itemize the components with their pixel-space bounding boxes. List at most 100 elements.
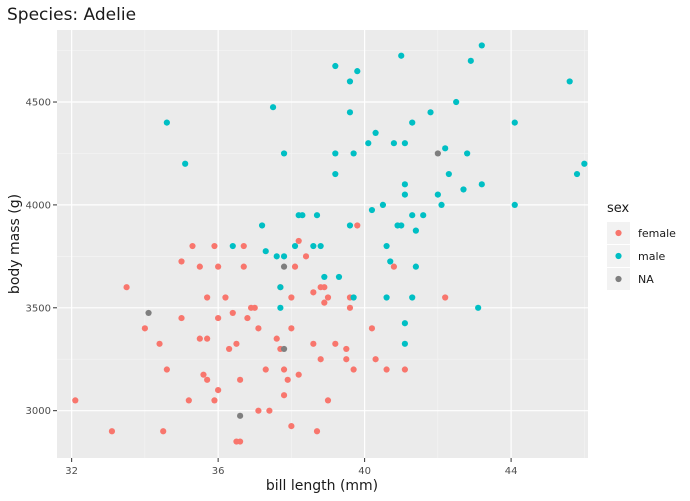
- data-point: [313, 212, 321, 219]
- data-point: [185, 397, 192, 404]
- data-points: [72, 42, 588, 445]
- y-axis-title: body mass (g): [7, 194, 23, 294]
- legend: sex female male NA: [607, 201, 676, 290]
- minor-gridlines: [57, 30, 588, 458]
- data-point: [383, 242, 390, 250]
- data-point: [310, 289, 317, 296]
- data-point: [262, 366, 269, 373]
- data-point: [401, 340, 408, 347]
- series-male: [163, 42, 588, 347]
- data-point: [156, 340, 163, 347]
- data-point: [442, 294, 449, 301]
- series-na: [145, 150, 441, 419]
- data-point: [478, 42, 485, 49]
- major-gridlines: [57, 30, 588, 458]
- data-point: [189, 242, 196, 250]
- data-point: [573, 170, 581, 178]
- data-point: [291, 263, 299, 270]
- data-point: [251, 304, 258, 311]
- data-point: [398, 222, 405, 229]
- data-point: [204, 376, 211, 383]
- data-point: [354, 222, 361, 229]
- data-point: [255, 325, 262, 332]
- data-point: [273, 335, 280, 342]
- data-point: [280, 345, 288, 353]
- data-point: [277, 304, 284, 311]
- data-point: [383, 294, 390, 301]
- data-point: [368, 325, 376, 332]
- data-point: [427, 109, 434, 116]
- data-point: [445, 170, 452, 178]
- data-point: [295, 237, 302, 245]
- data-point: [196, 263, 203, 270]
- data-point: [288, 294, 295, 301]
- data-point: [467, 57, 474, 64]
- data-point: [280, 253, 288, 260]
- data-point: [310, 242, 317, 250]
- data-point: [211, 242, 218, 250]
- data-point: [332, 150, 339, 157]
- legend-label: male: [638, 250, 666, 263]
- data-point: [280, 366, 288, 373]
- legend-label: NA: [638, 273, 654, 286]
- y-tick-label: 4500: [26, 98, 51, 109]
- legend-swatch: [615, 229, 622, 237]
- data-point: [566, 78, 573, 85]
- data-point: [324, 397, 332, 404]
- data-point: [372, 356, 379, 363]
- data-point: [324, 294, 332, 301]
- data-point: [178, 314, 185, 322]
- data-point: [237, 376, 244, 383]
- data-point: [222, 294, 229, 301]
- data-point: [160, 428, 167, 435]
- data-point: [163, 366, 170, 373]
- data-point: [412, 227, 419, 234]
- data-point: [401, 366, 408, 373]
- x-tick-label: 32: [65, 466, 78, 477]
- data-point: [288, 423, 295, 430]
- data-point: [365, 140, 372, 147]
- x-axis-title: bill length (mm): [266, 478, 378, 494]
- data-point: [475, 304, 482, 311]
- data-point: [420, 212, 427, 219]
- data-point: [350, 294, 357, 301]
- data-point: [321, 273, 328, 281]
- data-point: [401, 191, 408, 198]
- data-point: [511, 119, 518, 126]
- data-point: [398, 52, 405, 59]
- data-point: [317, 356, 324, 363]
- data-point: [182, 160, 189, 167]
- data-point: [350, 366, 357, 373]
- data-point: [277, 284, 284, 291]
- data-point: [453, 98, 460, 106]
- data-point: [313, 428, 321, 435]
- data-point: [280, 263, 288, 270]
- data-point: [273, 253, 280, 260]
- data-point: [244, 314, 251, 322]
- data-point: [346, 304, 354, 311]
- data-point: [163, 119, 170, 126]
- data-point: [262, 248, 269, 255]
- data-point: [295, 371, 302, 378]
- data-point: [255, 407, 262, 414]
- legend-label: female: [638, 227, 676, 240]
- y-tick-label: 4000: [26, 200, 51, 211]
- y-tick-label: 3000: [26, 406, 51, 417]
- data-point: [409, 294, 416, 301]
- data-point: [237, 412, 244, 419]
- data-point: [343, 356, 350, 363]
- data-point: [215, 314, 222, 322]
- data-point: [240, 263, 247, 270]
- data-point: [204, 335, 211, 342]
- data-point: [237, 438, 244, 445]
- data-point: [332, 340, 339, 347]
- data-point: [434, 191, 441, 198]
- data-point: [226, 345, 233, 353]
- data-point: [229, 242, 236, 250]
- data-point: [321, 299, 328, 306]
- y-axis: 3000 3500 4000 4500: [26, 98, 57, 417]
- data-point: [350, 150, 357, 157]
- data-point: [196, 335, 203, 342]
- data-point: [204, 294, 211, 301]
